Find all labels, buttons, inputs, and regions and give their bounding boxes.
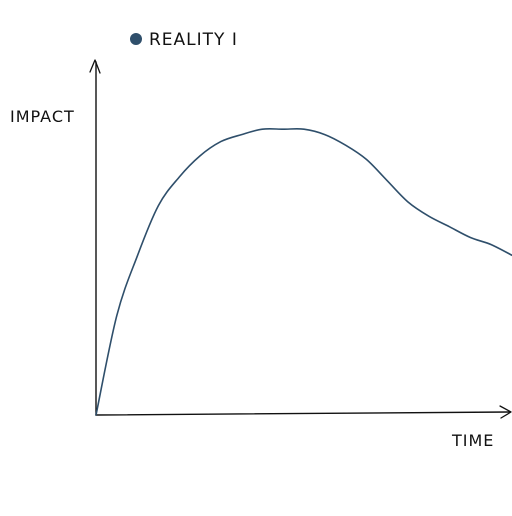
x-axis-label: TIME [451, 431, 494, 450]
x-axis-arrow [499, 405, 512, 419]
series-group [95, 128, 512, 416]
y-axis-label: IMPACT [10, 107, 75, 126]
legend-marker-0 [130, 33, 142, 45]
series-line-0 [95, 128, 512, 416]
legend-label-0: REALITY I [149, 30, 238, 50]
legend: REALITY I [130, 30, 238, 50]
x-axis [95, 411, 511, 416]
y-axis-arrow [89, 59, 101, 74]
